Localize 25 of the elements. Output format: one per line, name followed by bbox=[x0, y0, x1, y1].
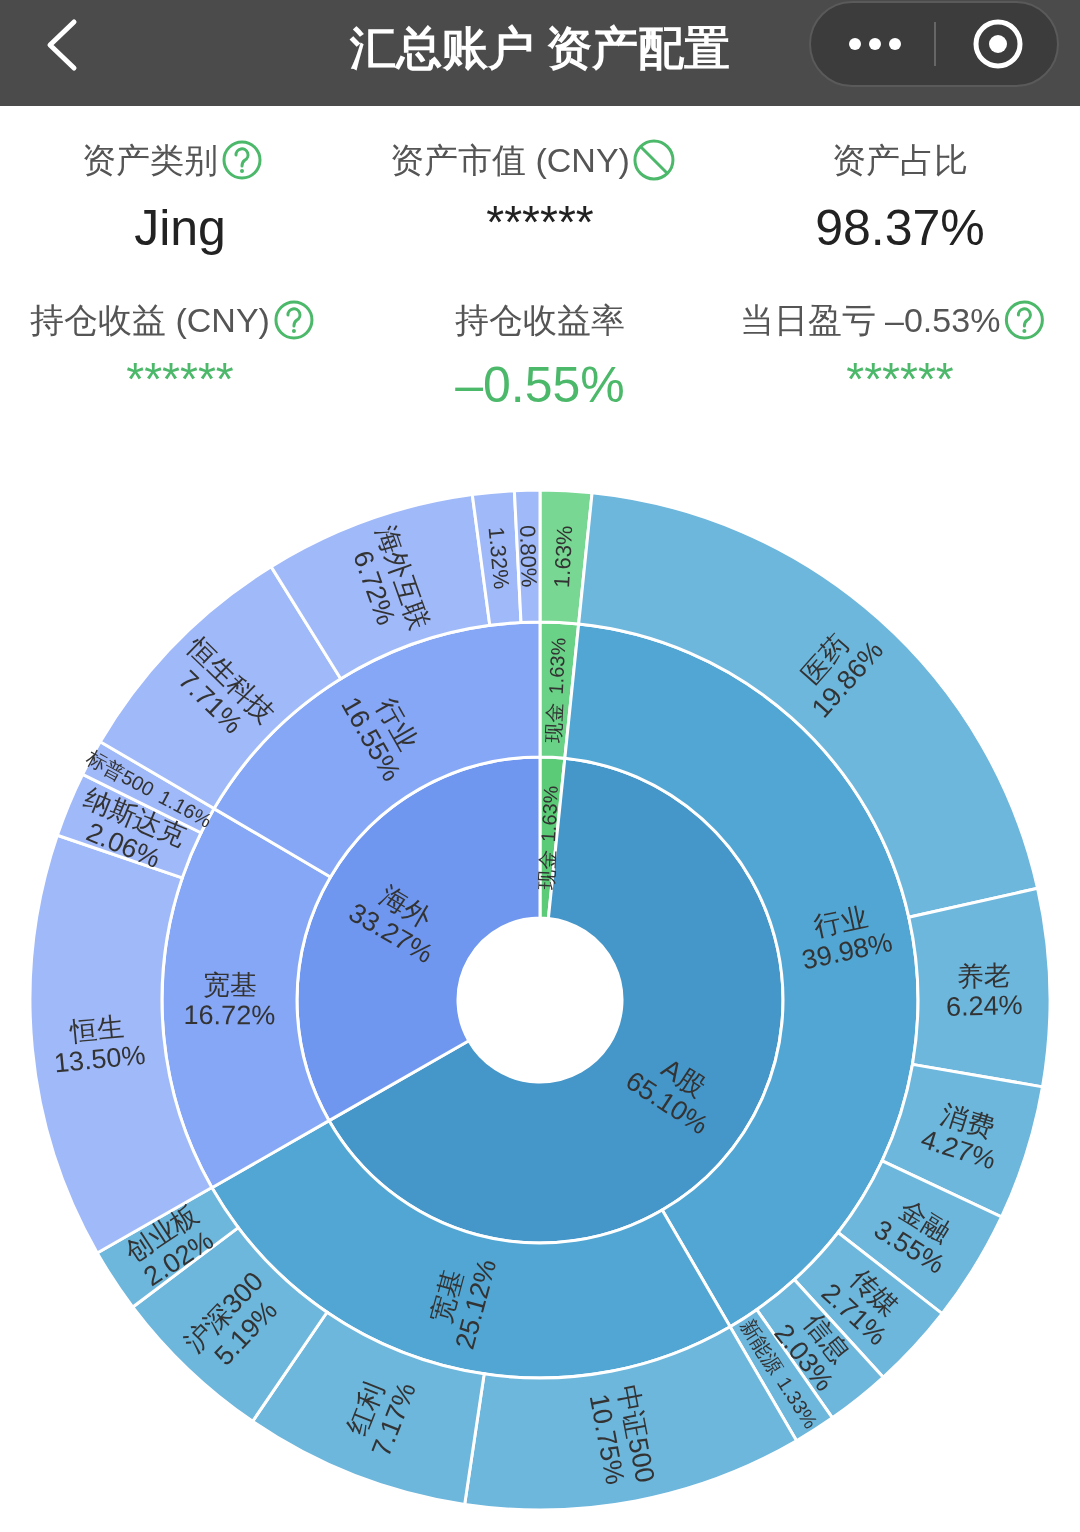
slice-label: 恒生 bbox=[67, 1011, 126, 1047]
slice-label: 宽基 bbox=[202, 970, 257, 1001]
text: ****** bbox=[846, 353, 954, 405]
text: 持仓收益 (CNY) bbox=[30, 301, 270, 339]
text: 资产市值 (CNY) bbox=[390, 141, 630, 179]
text: Jing bbox=[134, 200, 226, 256]
text: 资产类别 bbox=[82, 141, 218, 179]
text: 资产占比 bbox=[832, 141, 968, 179]
slice-label: 现金 bbox=[534, 849, 559, 891]
slice-label: 养老 bbox=[956, 960, 1011, 992]
text: 当日盈亏 –0.53% bbox=[739, 301, 1001, 339]
data-label: 6.24% bbox=[945, 990, 1023, 1022]
data-label: 1.32% bbox=[483, 525, 515, 591]
text: 持仓收益率 bbox=[455, 301, 625, 339]
text: 98.37% bbox=[815, 200, 985, 256]
data-label: 1.63% bbox=[549, 524, 578, 589]
data-label: 0.80% bbox=[515, 524, 542, 588]
data-label: 1.63% bbox=[544, 636, 570, 695]
text: –0.55% bbox=[455, 357, 625, 413]
slice-label: 现金 bbox=[542, 701, 567, 743]
text: 汇总账户 资产配置 bbox=[348, 22, 731, 74]
data-label: 16.72% bbox=[183, 999, 276, 1031]
text: ****** bbox=[126, 353, 234, 405]
data-label: 1.63% bbox=[537, 784, 562, 843]
text: ****** bbox=[486, 196, 594, 248]
